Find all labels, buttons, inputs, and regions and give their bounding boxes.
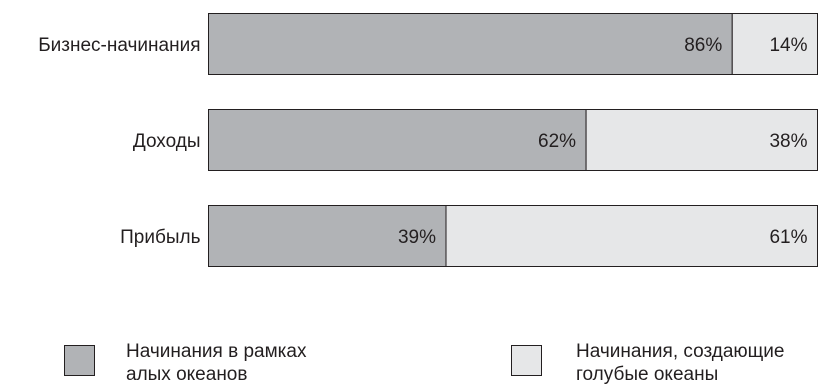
category-label-revenue: Доходы (133, 131, 201, 152)
legend-item-blue-ocean: Начинания, создающие голубые океаны (511, 340, 784, 386)
bar-profit-red-ocean (208, 205, 447, 267)
legend-label-blue-ocean: Начинания, создающие голубые океаны (576, 341, 785, 385)
value-label-revenue-red-ocean: 62% (538, 131, 576, 152)
bar-revenue-red-ocean (208, 109, 587, 171)
bar-profit-blue-ocean (445, 205, 818, 267)
value-label-profit-red-ocean: 39% (398, 227, 436, 248)
legend-label-red-ocean: Начинания в рамках алых океанов (126, 341, 307, 385)
value-label-business-blue-ocean: 14% (769, 35, 807, 56)
bar-business-blue-ocean (731, 13, 818, 75)
legend-swatch-blue-ocean (511, 345, 542, 376)
legend-swatch-red-ocean (64, 345, 95, 376)
category-label-profit: Прибыль (120, 227, 200, 248)
legend-item-red-ocean: Начинания в рамках алых океанов (64, 340, 306, 386)
bar-revenue-blue-ocean (585, 109, 819, 171)
value-label-revenue-blue-ocean: 38% (769, 131, 807, 152)
category-label-business: Бизнес-начинания (38, 35, 200, 56)
value-label-profit-blue-ocean: 61% (769, 227, 807, 248)
bar-business-red-ocean (208, 13, 733, 75)
value-label-business-red-ocean: 86% (684, 35, 722, 56)
stacked-bar-chart: Бизнес-начинания 86% 14% Доходы 62% 38% Прибыл… (38, 13, 819, 267)
